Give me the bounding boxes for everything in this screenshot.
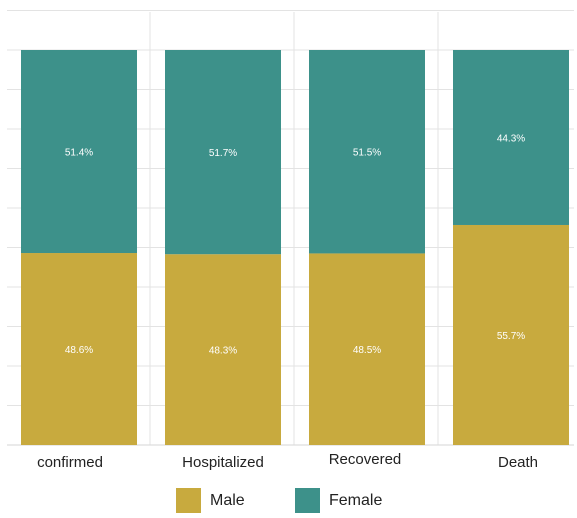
data-label-male-confirmed: 48.6%: [65, 345, 93, 356]
data-label-male-death: 55.7%: [497, 331, 525, 342]
data-labels: 48.6% 51.4% 48.3% 51.7% 48.5% 51.5% 55.7% 44.3%: [65, 133, 525, 356]
category-label-recovered: Recovered: [329, 451, 402, 468]
data-label-male-recovered: 48.5%: [353, 345, 381, 356]
category-labels: confirmed Hospitalized Recovered Death: [37, 451, 538, 471]
data-label-female-death: 44.3%: [497, 133, 525, 144]
legend-swatch-male: [176, 488, 201, 513]
bar-female-hospitalized: [165, 50, 281, 255]
bar-female-recovered: [309, 50, 425, 254]
data-label-female-recovered: 51.5%: [353, 148, 381, 159]
data-label-male-hospitalized: 48.3%: [209, 346, 237, 357]
category-label-hospitalized: Hospitalized: [182, 454, 264, 471]
bar-female-confirmed: [21, 50, 137, 254]
category-label-death: Death: [498, 454, 538, 471]
legend-label-female: Female: [329, 491, 383, 509]
category-label-confirmed: confirmed: [37, 454, 103, 471]
bars: [21, 50, 569, 445]
legend-swatch-female: [295, 488, 320, 513]
legend: Male Female: [0, 488, 577, 518]
data-label-female-confirmed: 51.4%: [65, 148, 93, 159]
legend-item-female: Female: [295, 488, 382, 513]
legend-label-male: Male: [210, 491, 245, 509]
data-label-female-hospitalized: 51.7%: [209, 148, 237, 159]
bar-male-death: [453, 224, 569, 445]
bar-male-confirmed: [21, 253, 137, 445]
legend-item-male: Male: [176, 488, 245, 513]
bar-male-recovered: [309, 253, 425, 445]
stacked-bar-chart: 48.6% 51.4% 48.3% 51.7% 48.5% 51.5% 55.7% 44.3%…: [7, 10, 574, 471]
bar-female-death: [453, 50, 569, 225]
bar-male-hospitalized: [165, 254, 281, 445]
